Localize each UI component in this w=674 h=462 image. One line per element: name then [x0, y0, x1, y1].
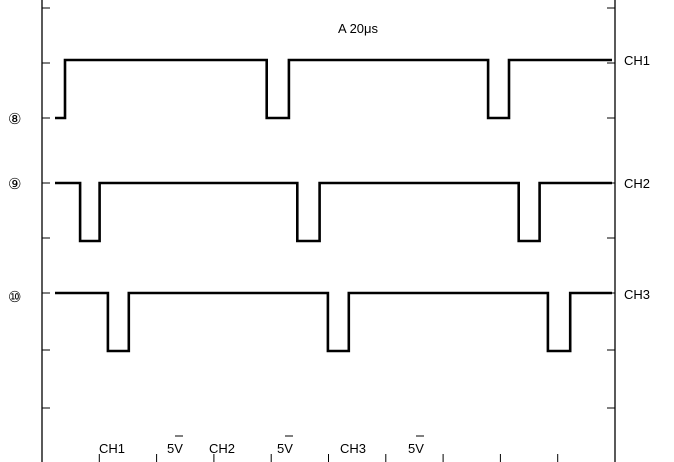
channel-label-ch3: CH3: [624, 287, 650, 302]
channel-labels: CH1 CH2 CH3: [624, 53, 650, 302]
readout-volts-ch3: 5V: [408, 441, 424, 456]
scale-readout: CH1 5V CH2 5V CH3 5V: [99, 435, 424, 456]
trace-ch1: [55, 58, 612, 120]
readout-channel-ch3: CH3: [340, 441, 366, 456]
readout-channel-ch1: CH1: [99, 441, 125, 456]
channel-marker-ch3: ⑩: [8, 288, 21, 306]
graticule-ticks: [42, 7, 615, 462]
channel-label-ch1: CH1: [624, 53, 650, 68]
signal-traces: [55, 58, 612, 353]
channel-markers: ⑧ ⑨ ⑩: [8, 110, 21, 306]
trace-ch2: [55, 181, 612, 243]
readout-channel-ch2: CH2: [209, 441, 235, 456]
readout-volts-ch1: 5V: [167, 441, 183, 456]
channel-marker-ch2: ⑨: [8, 175, 21, 193]
trace-ch3: [55, 291, 612, 353]
channel-marker-ch1: ⑧: [8, 110, 21, 128]
channel-label-ch2: CH2: [624, 176, 650, 191]
readout-volts-ch2: 5V: [277, 441, 293, 456]
timebase-label: A 20μs: [338, 21, 379, 36]
